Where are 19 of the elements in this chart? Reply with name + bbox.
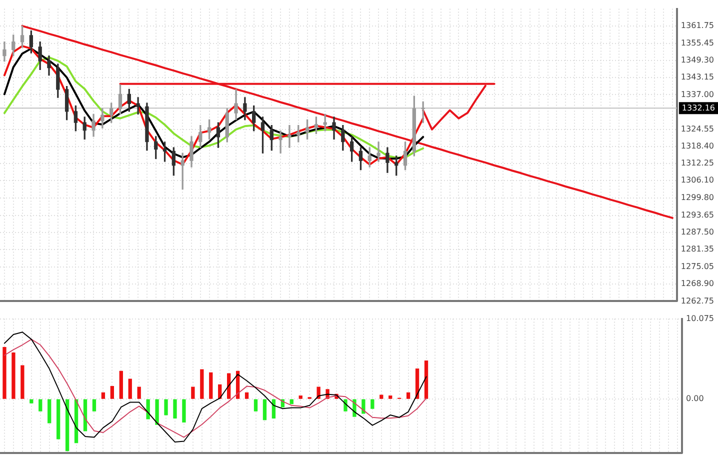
y-tick-label: 1324.55 [680, 124, 714, 134]
y-tick-label: 1355.45 [680, 38, 714, 48]
y-tick-label: 0.00 [686, 394, 704, 404]
ref-line-label: 1332.16 [682, 103, 716, 112]
y-tick-label: 1312.25 [680, 158, 714, 168]
y-tick-label: 1343.15 [680, 72, 714, 82]
y-tick-label: 1299.80 [680, 193, 714, 202]
y-tick-label: 1318.40 [680, 142, 714, 151]
y-tick-label: 1361.75 [680, 20, 714, 30]
y-tick-label: 1337.00 [680, 90, 714, 99]
y-tick-label: 1262.75 [680, 296, 714, 306]
y-tick-label: 1275.05 [680, 262, 714, 272]
y-tick-label: 1281.35 [680, 244, 714, 254]
y-tick-label: 10.075 [686, 314, 714, 323]
y-tick-label: 1306.10 [680, 176, 714, 185]
y-tick-label: 1287.50 [680, 227, 714, 236]
y-tick-label: 1293.65 [680, 210, 714, 220]
y-tick-label: 1268.90 [680, 279, 714, 288]
y-tick-label: 1349.30 [680, 56, 714, 65]
